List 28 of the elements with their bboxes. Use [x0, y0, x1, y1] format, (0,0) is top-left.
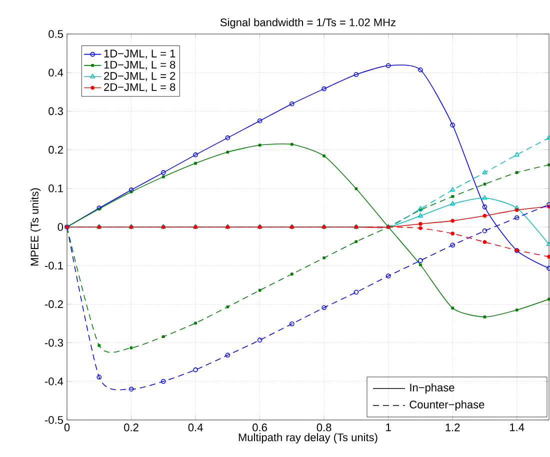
x-tick-label: 0.4	[188, 424, 203, 432]
x-tick-label: 1.2	[446, 424, 460, 432]
y-tick-label: -0.1	[45, 262, 63, 270]
annotation: Counter−phase	[410, 400, 484, 411]
y-tick-label: 0.4	[48, 68, 64, 76]
x-tick-label: 0.6	[252, 424, 267, 432]
legend-label: 1D−JML, L = 8	[104, 60, 176, 70]
legend-label: 2D−JML, L = 2	[104, 72, 176, 82]
y-tick-label: 0.3	[48, 107, 63, 116]
y-tick-label: 0.2	[48, 146, 63, 154]
legend-label: 2D−JML, L = 8	[104, 83, 176, 92]
y-tick-label: 0.1	[48, 184, 63, 192]
x-tick-label: 0	[64, 424, 70, 432]
y-tick-label: -0.2	[45, 300, 63, 308]
chart-title: Signal bandwidth = 1/Ts = 1.02 MHz	[220, 18, 396, 28]
x-tick-label: 1	[386, 424, 391, 432]
y-tick-label: -0.5	[45, 416, 63, 424]
x-axis-title: Multipath ray delay (Ts units)	[238, 433, 378, 444]
y-axis-title: MPEE (Ts units)	[30, 188, 41, 266]
x-tick-label: 0.8	[316, 424, 332, 432]
y-tick-label: 0	[58, 223, 64, 231]
annotation: In−phase	[410, 383, 454, 394]
y-tick-label: -0.3	[45, 338, 63, 347]
legend-label: 1D−JML, L = 1	[104, 50, 176, 59]
y-tick-label: 0.5	[48, 30, 63, 38]
x-tick-label: 0.2	[124, 424, 138, 432]
x-tick-label: 1.4	[510, 424, 524, 432]
y-tick-label: -0.4	[45, 378, 64, 386]
